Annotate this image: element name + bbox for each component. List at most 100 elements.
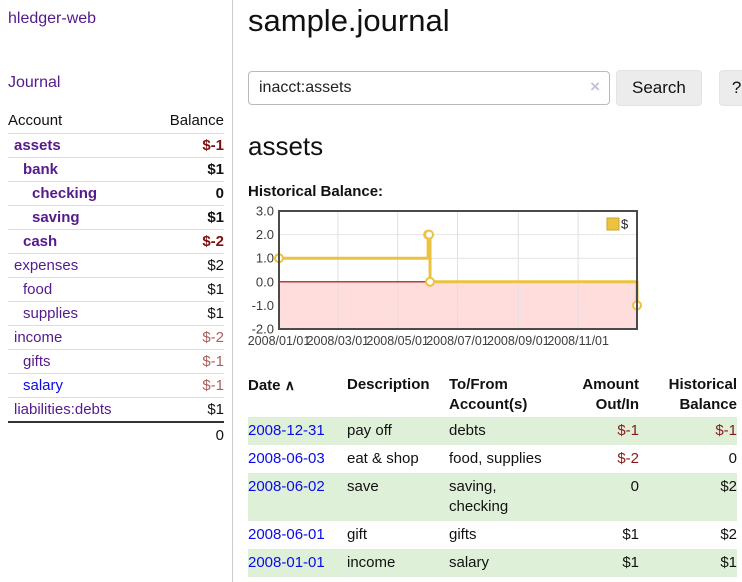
accounts-header-account: Account <box>8 112 63 129</box>
account-row: gifts $-1 <box>8 349 224 374</box>
account-link[interactable]: gifts <box>23 353 51 370</box>
account-heading: assets <box>248 131 324 161</box>
account-link[interactable]: liabilities:debts <box>14 401 112 418</box>
account-row: salary $-1 <box>8 373 224 398</box>
sidebar: hledger-web Journal Account Balance asse… <box>0 0 233 582</box>
transaction-row: 2008-01-01 income salary $1 $1 <box>248 549 737 577</box>
col-header-amount: Amount Out/In <box>582 376 639 413</box>
search-button[interactable]: Search <box>616 70 702 106</box>
transaction-accounts: food, supplies <box>449 450 542 467</box>
transaction-date-link[interactable]: 2008-12-31 <box>248 422 325 439</box>
accounts-header-row: Account Balance <box>8 108 224 134</box>
col-header-accounts: To/From Account(s) <box>449 376 528 413</box>
accounts-total-row: 0 <box>8 421 224 447</box>
col-header-date-label: Date <box>248 377 281 394</box>
account-link[interactable]: food <box>23 281 53 298</box>
transaction-row: 2008-06-03 eat & shop food, supplies $-2 0 <box>248 445 737 473</box>
search-input-wrap: × <box>248 71 610 105</box>
account-link[interactable]: salary <box>23 377 64 394</box>
account-link[interactable]: income <box>14 329 63 346</box>
data-point-marker <box>425 276 436 287</box>
col-header-description: Description <box>347 376 430 393</box>
transaction-row: 2008-06-02 save saving, checking 0 $2 <box>248 473 737 521</box>
transactions-header-row: Date ∧ Description To/From Account(s) Am… <box>248 373 737 417</box>
y-tick-label: 0.0 <box>256 274 274 289</box>
account-row: cash $-2 <box>8 229 224 254</box>
account-balance: $-2 <box>202 329 224 346</box>
account-row: saving $1 <box>8 205 224 230</box>
account-balance: $-1 <box>202 137 224 154</box>
account-balance: $-1 <box>202 353 224 370</box>
x-tick-label: 2008/03/01 <box>307 334 370 348</box>
transaction-accounts: debts <box>449 422 486 439</box>
y-tick-label: -2.0 <box>252 322 274 337</box>
main-panel: sample.journal × Search ? assets Histori… <box>248 0 742 582</box>
legend-swatch <box>606 217 620 231</box>
x-tick-label: 2008/05/01 <box>366 334 429 348</box>
transactions-table-body: 2008-12-31 pay off debts $-1 $-1 2008-06-03 ea… <box>248 417 737 577</box>
account-balance: $1 <box>207 305 224 322</box>
account-link[interactable]: saving <box>32 209 80 226</box>
account-balance: $-2 <box>202 233 224 250</box>
transaction-amount: $1 <box>622 554 639 571</box>
account-balance: $1 <box>207 281 224 298</box>
account-balance: $1 <box>207 209 224 226</box>
search-bar: × Search ? <box>248 70 742 106</box>
account-balance: $1 <box>207 401 224 418</box>
y-tick-label: -1.0 <box>252 298 274 313</box>
help-button[interactable]: ? <box>718 70 742 106</box>
account-balance: 0 <box>215 185 224 202</box>
transaction-description: pay off <box>347 422 392 439</box>
transaction-date-link[interactable]: 2008-06-03 <box>248 450 325 467</box>
account-row: supplies $1 <box>8 301 224 326</box>
transaction-accounts: saving, checking <box>449 478 509 515</box>
transaction-date-link[interactable]: 2008-06-02 <box>248 478 325 495</box>
y-tick-label: 2.0 <box>256 227 274 242</box>
balance-chart-svg: 3.0 2.0 1.0 0.0 -1.0 -2.02008/01/012008/03/01… <box>248 204 642 348</box>
transaction-balance: $1 <box>720 554 737 571</box>
account-link[interactable]: cash <box>23 233 58 250</box>
search-input[interactable] <box>248 71 610 105</box>
legend-label: $ <box>621 217 629 232</box>
account-link[interactable]: checking <box>32 185 98 202</box>
sort-ascending-icon: ∧ <box>284 377 295 393</box>
historical-balance-chart: 3.0 2.0 1.0 0.0 -1.0 -2.0 2008/01/01 2008/03/01… <box>245 204 742 356</box>
accounts-table-body: assets $-1 bank $1 checking 0 saving $1 cash $-2 e… <box>8 133 224 423</box>
account-link[interactable]: supplies <box>23 305 79 322</box>
data-point-marker <box>424 229 435 240</box>
transaction-description: save <box>347 478 379 495</box>
transaction-balance: $2 <box>720 526 737 543</box>
brand-link[interactable]: hledger-web <box>8 10 97 27</box>
x-tick-label: 2008/01/01 <box>248 334 311 348</box>
clear-search-icon[interactable]: × <box>590 77 600 96</box>
x-tick-label: 2008/07/01 <box>426 334 489 348</box>
transaction-amount: $-2 <box>617 450 639 467</box>
transaction-accounts: salary <box>449 554 490 571</box>
account-row: assets $-1 <box>8 133 224 158</box>
account-balance: $1 <box>207 161 224 178</box>
account-balance: $2 <box>207 257 224 274</box>
account-row: bank $1 <box>8 157 224 182</box>
col-header-date[interactable]: Date ∧ <box>248 373 347 417</box>
sidebar-nav: Journal <box>8 74 224 92</box>
transaction-amount: 0 <box>630 478 639 495</box>
nav-journal-link[interactable]: Journal <box>8 74 61 91</box>
account-row: checking 0 <box>8 181 224 206</box>
account-link[interactable]: assets <box>14 137 61 154</box>
account-balance: $-1 <box>202 377 224 394</box>
transaction-balance: $-1 <box>715 422 737 439</box>
transaction-accounts: gifts <box>449 526 477 543</box>
account-link[interactable]: bank <box>23 161 59 178</box>
y-tick-label: 3.0 <box>256 206 274 219</box>
x-tick-label: 2008/11/01 <box>547 334 609 348</box>
page-title: sample.journal <box>248 3 450 38</box>
chart-title: Historical Balance: <box>248 183 384 200</box>
transaction-amount: $1 <box>622 526 639 543</box>
y-tick-label: 1.0 <box>256 251 274 266</box>
transaction-date-link[interactable]: 2008-01-01 <box>248 554 325 571</box>
accounts-total-spacer <box>8 421 150 447</box>
col-header-balance: Historical Balance <box>668 376 737 413</box>
account-link[interactable]: expenses <box>14 257 79 274</box>
transaction-date-link[interactable]: 2008-06-01 <box>248 526 325 543</box>
